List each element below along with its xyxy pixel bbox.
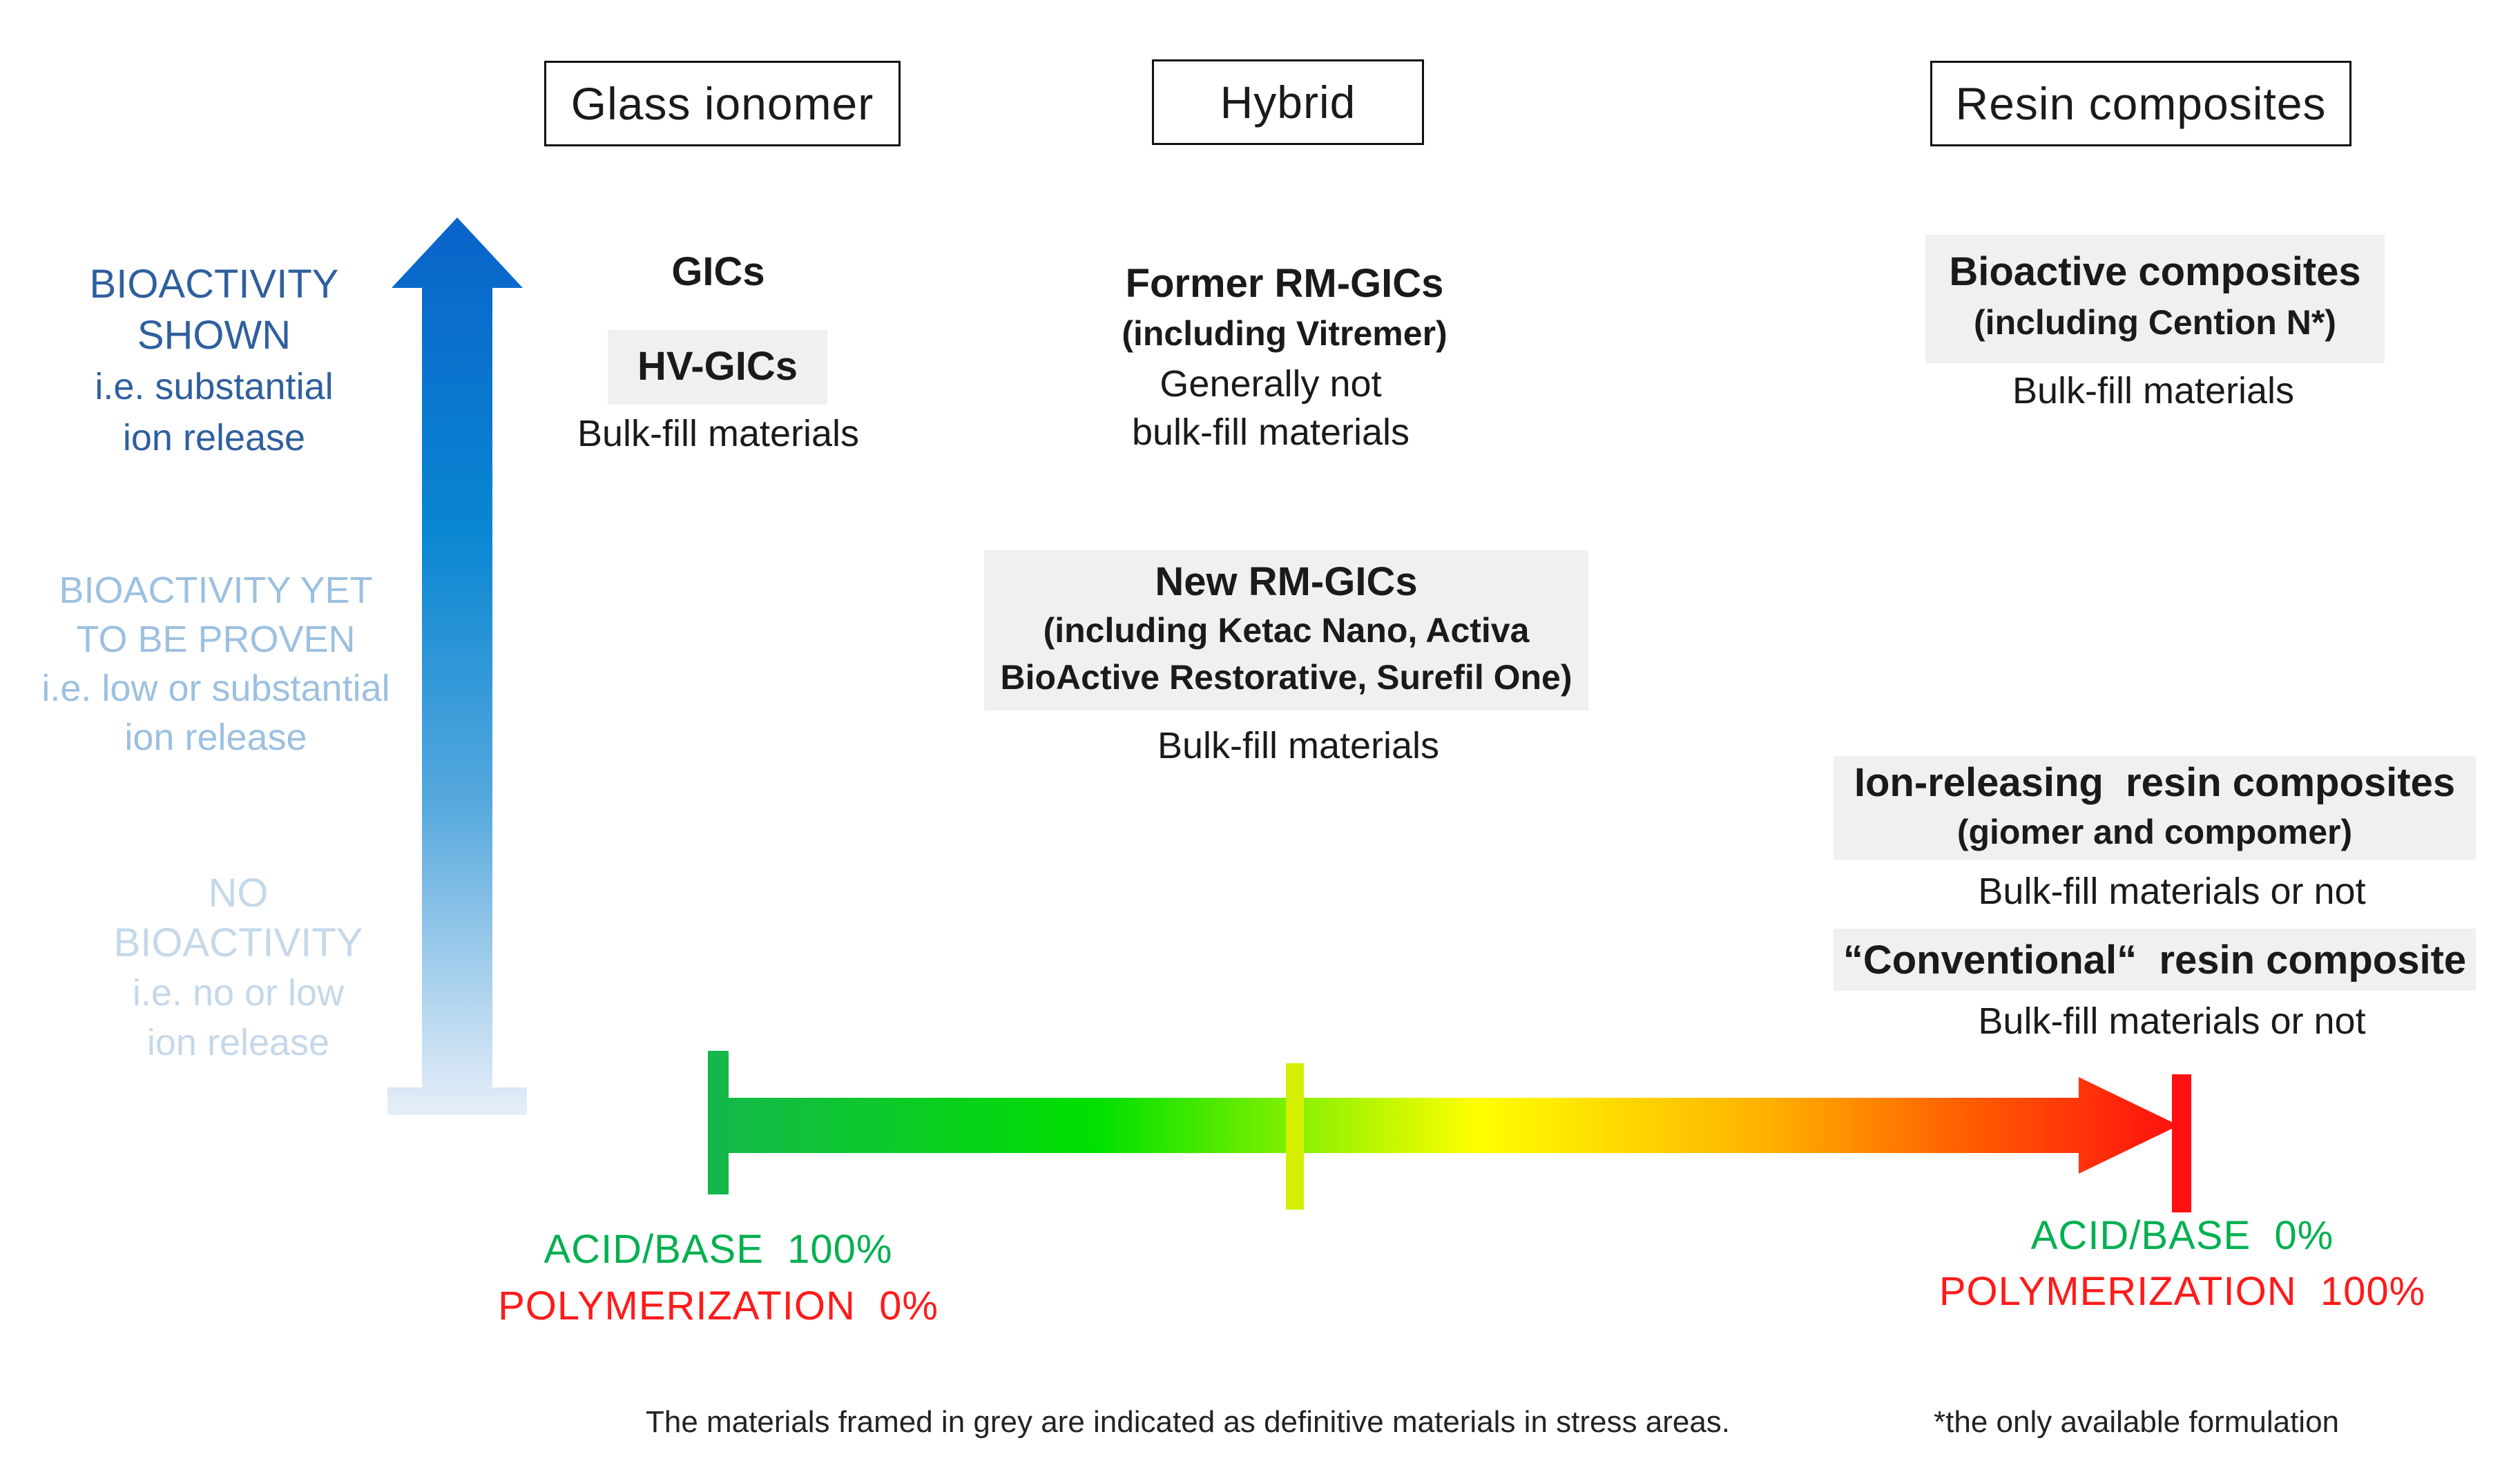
ion-releasing-title: Ion-releasing resin composites <box>1854 760 2456 805</box>
new-rm-gics-title: New RM-GICs <box>1155 559 1418 604</box>
category-resin-composites: Resin composites <box>1930 61 2351 146</box>
conventional-frame <box>1834 929 2476 991</box>
ion-releasing-frame <box>1834 756 2476 860</box>
former-rm-gics-title: Former RM-GICs <box>1125 261 1444 306</box>
ion-releasing-note: Bulk-fill materials or not <box>1978 871 2366 912</box>
right-polymerization-label: POLYMERIZATION 100% <box>1939 1269 2426 1314</box>
bio-none-line3: i.e. no or low <box>132 972 345 1014</box>
formulation-footnote: *the only available formulation <box>1934 1405 2340 1439</box>
new-rm-gics-frame <box>984 550 1588 710</box>
grey-frame-footnote: The materials framed in grey are indicat… <box>646 1405 1731 1439</box>
new-rm-gics-sub-2: BioActive Restorative, Surefil One) <box>1000 658 1572 697</box>
bioactive-composites-frame <box>1925 235 2385 363</box>
hv-gics-label: HV-GICs <box>637 344 798 389</box>
former-rm-gics-sub: (including Vitremer) <box>1122 314 1447 353</box>
conventional-title: “Conventional“ resin composite <box>1843 938 2467 982</box>
right-acid-base-label: ACID/BASE 0% <box>2030 1213 2334 1258</box>
bio-none-line1: NO <box>208 871 269 916</box>
bioactivity-arrow <box>387 217 527 1115</box>
bioactive-composites-sub: (including Cention N*) <box>1974 303 2336 342</box>
gics-label: GICs <box>671 249 765 294</box>
bioactivity-shown-label: BIOACTIVITY SHOWN i.e. substantial ion r… <box>41 259 387 463</box>
bioactive-composites-note: Bulk-fill materials <box>2012 370 2295 411</box>
left-polymerization-label: POLYMERIZATION 0% <box>498 1284 939 1328</box>
category-hybrid: Hybrid <box>1152 59 1424 145</box>
gics-bulk-fill-note: Bulk-fill materials <box>577 413 860 454</box>
bioactivity-yet-label: BIOACTIVITY YET TO BE PROVEN i.e. low or… <box>28 566 404 762</box>
bio-none-line4: ion release <box>146 1022 330 1063</box>
bioactive-composites-title: Bioactive composites <box>1949 249 2361 294</box>
bio-shown-line3: i.e. substantial <box>95 366 334 407</box>
category-glass-ionomer: Glass ionomer <box>544 61 901 146</box>
bio-yet-line2: TO BE PROVEN <box>76 619 356 660</box>
former-rm-gics-note-1: Generally not <box>1160 363 1382 405</box>
bio-yet-line3: i.e. low or substantial <box>41 668 390 709</box>
conventional-note: Bulk-fill materials or not <box>1978 1000 2366 1042</box>
bio-shown-line2: SHOWN <box>137 313 291 358</box>
former-rm-gics-note-2: bulk-fill materials <box>1131 411 1410 453</box>
bio-yet-line1: BIOACTIVITY YET <box>59 570 373 611</box>
bio-shown-line1: BIOACTIVITY <box>89 262 339 307</box>
bio-none-line2: BIOACTIVITY <box>113 920 363 965</box>
bioactivity-none-label: NO BIOACTIVITY i.e. no or low ion releas… <box>100 869 376 1067</box>
ion-releasing-sub: (giomer and compomer) <box>1956 813 2353 851</box>
bio-yet-line4: ion release <box>124 717 307 758</box>
reaction-gradient-arrow <box>708 1051 2191 1212</box>
new-rm-gics-sub-1: (including Ketac Nano, Activa <box>1043 611 1530 650</box>
left-acid-base-label: ACID/BASE 100% <box>544 1227 893 1272</box>
bio-shown-line4: ion release <box>122 417 306 458</box>
new-rm-gics-note: Bulk-fill materials <box>1157 725 1440 766</box>
hv-gics-frame <box>608 330 827 405</box>
